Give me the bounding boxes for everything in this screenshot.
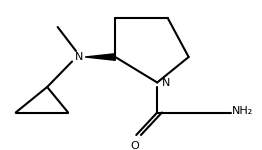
Text: N: N — [162, 78, 170, 87]
Text: O: O — [130, 141, 139, 150]
Text: N: N — [74, 52, 83, 62]
Text: NH₂: NH₂ — [232, 106, 253, 116]
Polygon shape — [85, 54, 115, 60]
